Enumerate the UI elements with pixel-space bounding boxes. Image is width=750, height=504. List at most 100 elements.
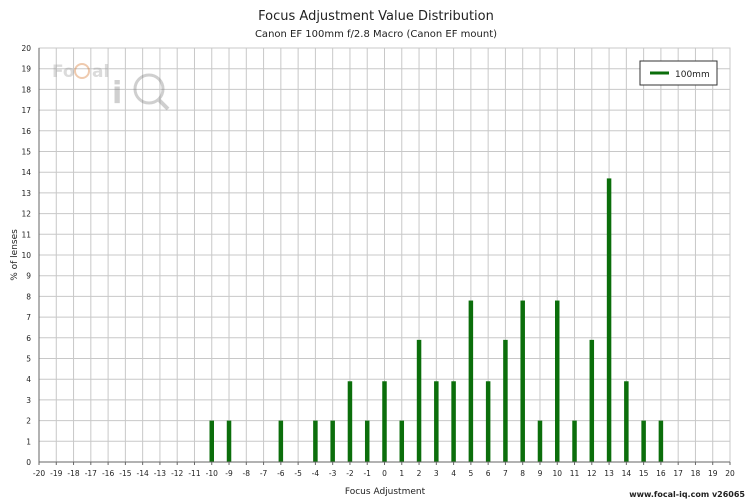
x-tick-label: 20	[725, 469, 735, 478]
bar	[313, 420, 318, 462]
grid	[38, 47, 731, 463]
y-tick-label: 3	[26, 396, 31, 405]
y-tick-label: 13	[21, 189, 31, 198]
y-tick-label: 20	[21, 44, 31, 53]
bar	[416, 339, 422, 462]
x-tick-label: -13	[154, 469, 166, 478]
y-tick-label: 11	[21, 230, 31, 239]
x-tick-label: -14	[137, 469, 149, 478]
y-tick-label: 14	[21, 168, 31, 177]
y-tick-label: 7	[26, 313, 31, 322]
y-tick-label: 9	[26, 272, 31, 281]
x-tick-label: -6	[277, 469, 285, 478]
bar	[278, 420, 284, 462]
x-tick-label: -4	[312, 469, 320, 478]
x-tick-label: -12	[171, 469, 183, 478]
x-tick-label: -5	[294, 469, 302, 478]
bar	[555, 300, 560, 462]
y-tick-label: 16	[21, 127, 31, 136]
bar	[364, 420, 370, 462]
x-tick-label: 0	[382, 469, 387, 478]
x-tick-label: 15	[639, 469, 649, 478]
x-tick-labels: -20 -19 -18 -17 -16 -15 -14 -13 -12 -11 -10 -9 -8 -7-…	[33, 469, 735, 478]
bar	[606, 178, 612, 462]
legend-label-100mm: 100mm	[675, 70, 710, 80]
bar	[537, 420, 543, 462]
y-tick-label: 0	[26, 458, 31, 467]
x-tick-label: 9	[538, 469, 543, 478]
x-tick-label: 14	[622, 469, 632, 478]
x-tick-label: -17	[85, 469, 97, 478]
x-tick-label: -7	[260, 469, 268, 478]
x-tick-label: 16	[656, 469, 666, 478]
bar	[572, 420, 577, 462]
x-tick-label: -10	[206, 469, 218, 478]
bar	[347, 381, 353, 462]
x-tick-label: 17	[673, 469, 683, 478]
x-tick-label: -1	[363, 469, 371, 478]
x-tick-label: -15	[119, 469, 131, 478]
bar	[624, 381, 629, 462]
x-tick-label: 6	[486, 469, 491, 478]
y-tick-label: 1	[26, 437, 31, 446]
legend: 100mm	[639, 60, 718, 86]
axes	[38, 48, 731, 465]
y-tick-label: 2	[26, 417, 31, 426]
x-axis-label: Focus Adjustment	[345, 487, 426, 497]
x-tick-label: -8	[243, 469, 251, 478]
bar	[226, 420, 232, 462]
x-tick-label: -2	[346, 469, 354, 478]
bar	[382, 381, 387, 462]
y-tick-label: 6	[26, 334, 31, 343]
x-tick-label: 13	[604, 469, 614, 478]
chart-title: Focus Adjustment Value Distribution	[258, 9, 494, 24]
y-tick-label: 5	[26, 355, 31, 364]
x-tick-label: 7	[503, 469, 508, 478]
bar	[658, 420, 664, 462]
x-tick-label: 3	[434, 469, 439, 478]
y-tick-label: 12	[21, 210, 31, 219]
y-tick-label: 15	[21, 148, 31, 157]
chart-subtitle: Canon EF 100mm f/2.8 Macro (Canon EF mou…	[255, 29, 497, 40]
bar	[589, 339, 595, 462]
y-tick-label: 19	[21, 65, 31, 74]
x-tick-label: -19	[50, 469, 62, 478]
bar	[468, 300, 474, 462]
x-tick-label: 5	[468, 469, 473, 478]
y-tick-label: 17	[21, 106, 31, 115]
svg-text:Fo: Fo	[52, 62, 75, 82]
bar	[434, 381, 439, 462]
bar	[641, 420, 646, 462]
x-tick-label: 18	[691, 469, 701, 478]
bar	[209, 420, 214, 462]
y-tick-label: 8	[26, 292, 31, 301]
bar	[451, 381, 456, 462]
x-tick-label: -18	[67, 469, 79, 478]
x-tick-label: 11	[570, 469, 580, 478]
svg-text:al: al	[92, 62, 109, 82]
bar	[520, 300, 525, 462]
x-tick-label: -3	[329, 469, 337, 478]
x-tick-label: 8	[520, 469, 525, 478]
y-tick-label: 4	[26, 375, 31, 384]
y-axis-label: % of lenses	[10, 229, 20, 281]
y-tick-label: 10	[21, 251, 31, 260]
x-tick-label: -9	[225, 469, 233, 478]
x-tick-label: -16	[102, 469, 114, 478]
bar	[503, 339, 508, 462]
bar	[330, 420, 335, 462]
bar	[399, 420, 405, 462]
bar	[485, 381, 491, 462]
focal-iq-logo: Fo al i	[52, 62, 170, 111]
x-tick-label: 4	[451, 469, 456, 478]
x-tick-label: 12	[587, 469, 597, 478]
svg-text:i: i	[112, 76, 122, 111]
x-tick-label: 1	[399, 469, 404, 478]
footer-watermark: www.focal-iq.com v26065	[629, 490, 745, 499]
x-tick-label: 19	[708, 469, 718, 478]
x-tick-label: 10	[552, 469, 562, 478]
y-tick-label: 18	[21, 85, 31, 94]
